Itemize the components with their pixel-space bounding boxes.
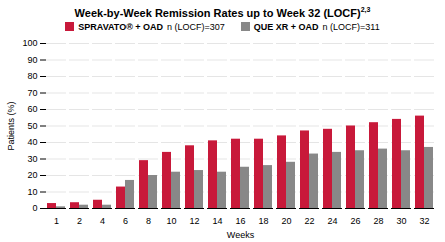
svg-text:Patients (%): Patients (%) bbox=[6, 101, 16, 150]
svg-text:100: 100 bbox=[22, 38, 37, 48]
svg-text:20: 20 bbox=[27, 170, 37, 180]
svg-text:16: 16 bbox=[235, 216, 245, 226]
svg-text:12: 12 bbox=[189, 216, 199, 226]
svg-text:8: 8 bbox=[146, 216, 151, 226]
html-text:Week-by-Week Remission Rates u: Week-by-Week Remission Rates up to Week … bbox=[74, 6, 371, 19]
svg-text:18: 18 bbox=[258, 216, 268, 226]
html-text:SPRAVATO® + OAD: SPRAVATO® + OAD bbox=[78, 21, 163, 32]
svg-text:0: 0 bbox=[32, 203, 37, 213]
svg-text:4: 4 bbox=[100, 216, 105, 226]
svg-text:10: 10 bbox=[166, 216, 176, 226]
html-text:QUE XR + OAD n (LOCF)=311: QUE XR + OAD n (LOCF)=311 bbox=[253, 21, 380, 32]
html-text:n (LOCF)=307: n (LOCF)=307 bbox=[167, 21, 225, 32]
svg-text:60: 60 bbox=[27, 104, 37, 114]
svg-text:26: 26 bbox=[350, 216, 360, 226]
svg-text:40: 40 bbox=[27, 137, 37, 147]
svg-text:28: 28 bbox=[373, 216, 383, 226]
svg-text:32: 32 bbox=[419, 216, 429, 226]
svg-text:20: 20 bbox=[281, 216, 291, 226]
svg-text:90: 90 bbox=[27, 55, 37, 65]
svg-text:30: 30 bbox=[396, 216, 406, 226]
svg-text:22: 22 bbox=[304, 216, 314, 226]
svg-text:6: 6 bbox=[123, 216, 128, 226]
svg-text:10: 10 bbox=[27, 187, 37, 197]
svg-text:2: 2 bbox=[77, 216, 82, 226]
svg-text:24: 24 bbox=[327, 216, 337, 226]
svg-text:Weeks: Weeks bbox=[227, 229, 255, 239]
svg-text:30: 30 bbox=[27, 154, 37, 164]
svg-text:80: 80 bbox=[27, 71, 37, 81]
svg-text:70: 70 bbox=[27, 88, 37, 98]
svg-text:1: 1 bbox=[54, 216, 59, 226]
svg-text:50: 50 bbox=[27, 121, 37, 131]
svg-text:14: 14 bbox=[212, 216, 222, 226]
